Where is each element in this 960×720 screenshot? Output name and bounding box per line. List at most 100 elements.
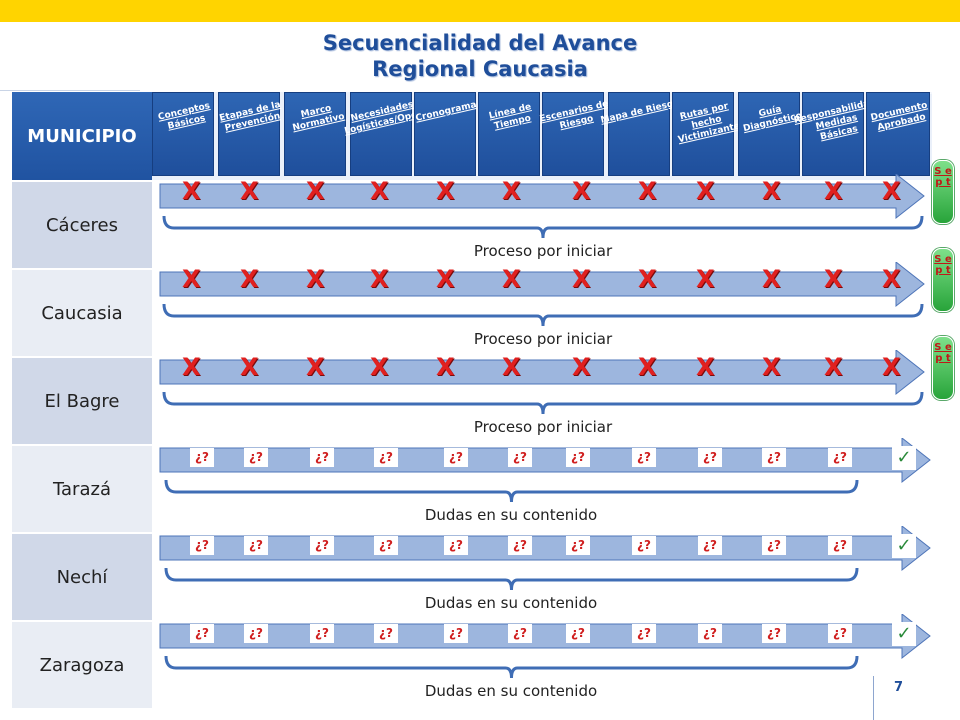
x-mark: X	[502, 265, 521, 293]
arrow-shape	[159, 526, 931, 572]
page-title: Secuencialidad del Avance	[322, 31, 638, 55]
brace	[164, 479, 859, 503]
question-mark: ¿?	[374, 624, 398, 643]
column-header: Etapas de la Prevención	[218, 92, 282, 176]
question-mark: ¿?	[762, 624, 786, 643]
x-mark: X	[696, 265, 715, 293]
brace	[162, 303, 924, 327]
question-mark: ¿?	[828, 448, 852, 467]
x-mark: X	[882, 177, 901, 205]
check-icon: ✓	[892, 622, 916, 646]
municipio-cell: Cáceres	[12, 182, 152, 268]
x-mark: X	[824, 177, 843, 205]
status-caption: Proceso por iniciar	[473, 242, 613, 260]
footer-divider	[873, 676, 874, 720]
status-caption: Proceso por iniciar	[473, 330, 613, 348]
arrow-shape	[159, 350, 925, 396]
progress-arrow	[159, 438, 931, 503]
question-mark: ¿?	[244, 536, 268, 555]
arrow-shape	[159, 262, 925, 308]
x-mark: X	[306, 177, 325, 205]
x-mark: X	[502, 177, 521, 205]
x-mark: X	[696, 177, 715, 205]
question-mark: ¿?	[244, 624, 268, 643]
x-mark: X	[306, 265, 325, 293]
x-mark: X	[370, 265, 389, 293]
x-mark: X	[762, 265, 781, 293]
question-mark: ¿?	[566, 448, 590, 467]
x-mark: X	[638, 177, 657, 205]
question-mark: ¿?	[698, 624, 722, 643]
question-mark: ¿?	[244, 448, 268, 467]
progress-arrow	[159, 262, 925, 327]
sept-badge: S e p t	[932, 248, 954, 312]
progress-arrow	[159, 526, 931, 591]
x-mark: X	[240, 177, 259, 205]
progress-row: X X X X X X X X X X X X S e p t Proceso por iniciar	[152, 336, 960, 436]
x-mark: X	[370, 353, 389, 381]
check-icon: ✓	[892, 446, 916, 470]
progress-arrow	[159, 350, 925, 415]
x-mark: X	[436, 265, 455, 293]
question-mark: ¿?	[190, 536, 214, 555]
question-mark: ¿?	[310, 536, 334, 555]
question-mark: ¿?	[508, 624, 532, 643]
question-mark: ¿?	[508, 536, 532, 555]
progress-row: ¿? ¿? ¿? ¿? ¿? ¿? ¿? ¿? ¿? ¿? ¿? ✓ Dudas en su conte…	[152, 526, 960, 612]
column-headers: Conceptos Básicos Etapas de la Prevención…	[152, 80, 952, 180]
status-caption: Dudas en su contenido	[424, 506, 598, 524]
x-mark: X	[502, 353, 521, 381]
check-icon: ✓	[892, 534, 916, 558]
progress-row: ¿? ¿? ¿? ¿? ¿? ¿? ¿? ¿? ¿? ¿? ¿? ✓ Dudas en su conte…	[152, 438, 960, 524]
x-mark: X	[240, 265, 259, 293]
column-header: Cronograma	[414, 92, 478, 176]
municipio-cell: Caucasia	[12, 270, 152, 356]
question-mark: ¿?	[762, 448, 786, 467]
brace	[162, 391, 924, 415]
progress-row: ¿? ¿? ¿? ¿? ¿? ¿? ¿? ¿? ¿? ¿? ¿? ✓ Dudas en su conte…	[152, 614, 960, 700]
top-accent-bar	[0, 0, 960, 22]
x-mark: X	[306, 353, 325, 381]
x-mark: X	[696, 353, 715, 381]
x-mark: X	[182, 353, 201, 381]
column-header: Necesidades Logísticas/Operativas	[344, 92, 453, 176]
sept-badge: S e p t	[932, 336, 954, 400]
progress-row: X X X X X X X X X X X X S e p t Proceso por iniciar	[152, 248, 960, 348]
brace	[164, 567, 859, 591]
x-mark: X	[370, 177, 389, 205]
progress-row: X X X X X X X X X X X X S e p t Proceso por iniciar	[152, 160, 960, 260]
status-caption: Proceso por iniciar	[473, 418, 613, 436]
question-mark: ¿?	[310, 448, 334, 467]
x-mark: X	[436, 353, 455, 381]
municipio-cell: Tarazá	[12, 446, 152, 532]
brace	[164, 655, 859, 679]
municipio-cell: Zaragoza	[12, 622, 152, 708]
sept-badge: S e p t	[932, 160, 954, 224]
x-mark: X	[240, 353, 259, 381]
x-mark: X	[638, 265, 657, 293]
page-subtitle: Regional Caucasia	[372, 57, 588, 81]
arrow-shape	[159, 614, 931, 660]
question-mark: ¿?	[632, 624, 656, 643]
question-mark: ¿?	[632, 536, 656, 555]
x-mark: X	[436, 177, 455, 205]
status-caption: Dudas en su contenido	[424, 682, 598, 700]
arrow-shape	[159, 174, 925, 220]
question-mark: ¿?	[698, 536, 722, 555]
arrow-shape	[159, 438, 931, 484]
x-mark: X	[182, 265, 201, 293]
column-header-label: Documento Aprobado	[869, 100, 929, 133]
question-mark: ¿?	[444, 624, 468, 643]
x-mark: X	[824, 353, 843, 381]
progress-arrow	[159, 174, 925, 239]
question-mark: ¿?	[374, 536, 398, 555]
status-caption: Dudas en su contenido	[424, 594, 598, 612]
question-mark: ¿?	[698, 448, 722, 467]
x-mark: X	[882, 353, 901, 381]
divider	[0, 90, 140, 91]
x-mark: X	[824, 265, 843, 293]
question-mark: ¿?	[828, 536, 852, 555]
x-mark: X	[572, 265, 591, 293]
x-mark: X	[638, 353, 657, 381]
x-mark: X	[182, 177, 201, 205]
